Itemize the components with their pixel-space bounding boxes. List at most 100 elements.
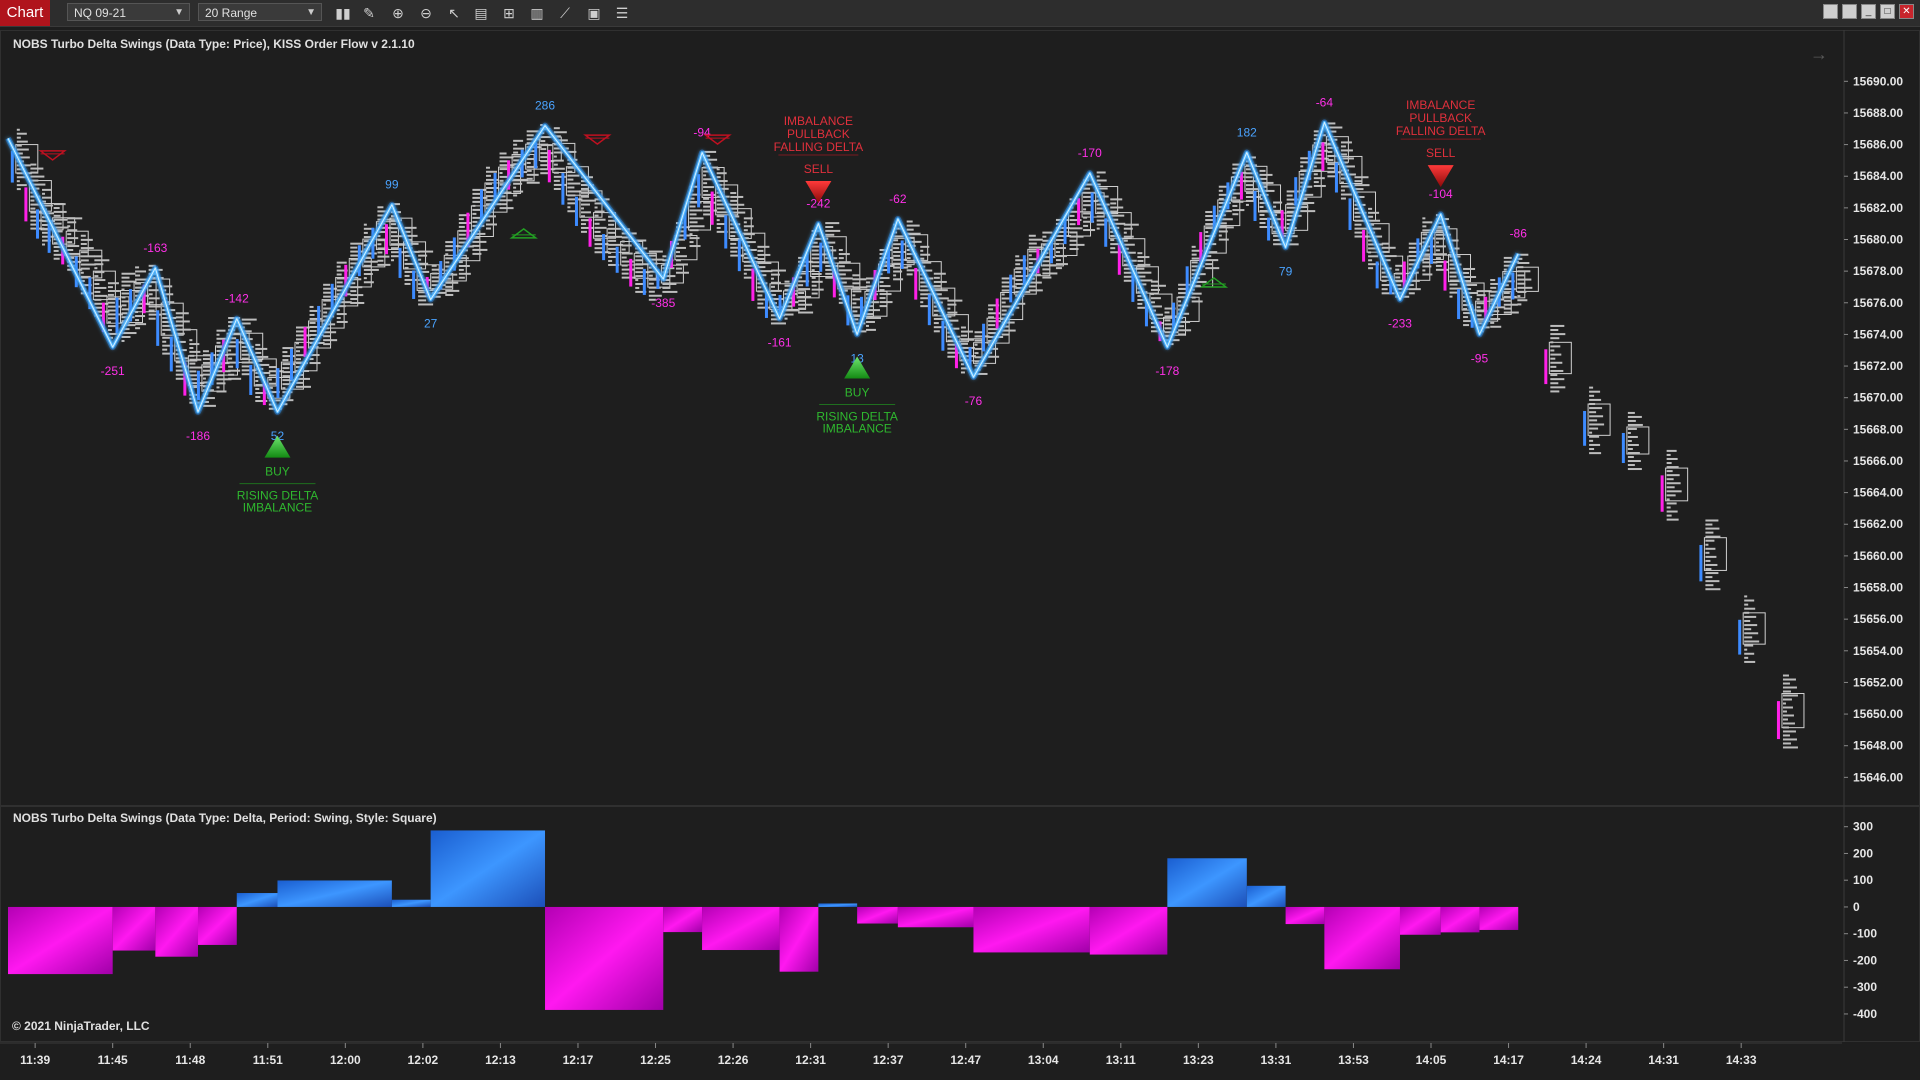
volume-level xyxy=(309,325,323,328)
volume-level xyxy=(608,215,614,218)
delta-side-bar xyxy=(1484,296,1488,323)
indicators-icon[interactable]: ⟋ xyxy=(560,5,570,21)
bar-type-select[interactable]: 20 Range ▼ xyxy=(198,3,322,21)
volume-level xyxy=(1705,588,1721,591)
volume-level xyxy=(947,311,958,314)
delta-side-bar xyxy=(914,267,918,300)
volume-level xyxy=(1015,286,1024,289)
volume-level xyxy=(42,188,52,191)
volume-level xyxy=(798,284,804,287)
volume-level xyxy=(906,228,914,231)
volume-level xyxy=(189,343,200,346)
volume-level xyxy=(1666,474,1680,477)
footprint-bar xyxy=(1511,253,1539,306)
volume-level xyxy=(16,184,27,187)
volume-level xyxy=(1340,193,1352,196)
volume-level xyxy=(1191,296,1196,299)
volume-level xyxy=(1782,686,1797,689)
volume-level xyxy=(1354,180,1363,183)
sell-label: SELL xyxy=(1426,146,1456,160)
tile2-icon[interactable] xyxy=(1842,4,1857,19)
volume-level xyxy=(107,282,119,285)
marker-triangle xyxy=(38,150,67,161)
volume-level xyxy=(648,294,662,297)
volume-level xyxy=(1517,274,1525,277)
swing-delta-label: -251 xyxy=(101,364,125,378)
volume-level xyxy=(906,240,922,243)
strategies-icon[interactable]: ▥ xyxy=(530,5,544,21)
volume-level xyxy=(499,195,506,198)
zoom-out-icon[interactable]: ⊖ xyxy=(420,5,432,21)
volume-level xyxy=(703,150,717,153)
volume-level xyxy=(418,299,427,302)
close-icon[interactable]: ✕ xyxy=(1899,4,1914,19)
volume-level xyxy=(67,252,81,255)
negative-delta-block xyxy=(1479,906,1519,930)
list-icon[interactable]: ☰ xyxy=(615,5,629,21)
sell-note-line: PULLBACK xyxy=(1409,111,1472,125)
volume-level xyxy=(1110,202,1117,205)
delta-side-bar xyxy=(1267,217,1271,241)
volume-level xyxy=(988,312,1001,315)
volume-level xyxy=(594,234,608,237)
volume-level xyxy=(1273,239,1281,242)
volume-level xyxy=(1110,222,1126,225)
data-box-icon[interactable]: ▤ xyxy=(474,5,488,21)
templates-icon[interactable]: ▣ xyxy=(587,5,601,21)
volume-level xyxy=(1110,206,1124,209)
properties-icon[interactable]: ⊞ xyxy=(503,5,515,21)
volume-level xyxy=(135,315,146,318)
volume-level xyxy=(1123,275,1139,278)
volume-level xyxy=(1589,448,1595,451)
volume-level xyxy=(1666,518,1679,521)
footprint-box xyxy=(1742,612,1766,645)
volume-level xyxy=(295,342,299,345)
pointer-icon[interactable]: ↖ xyxy=(448,5,460,21)
volume-level xyxy=(1627,427,1637,430)
volume-level xyxy=(825,222,840,225)
volume-level xyxy=(472,204,476,207)
volume-level xyxy=(1368,219,1381,222)
volume-level xyxy=(635,286,640,289)
volume-level xyxy=(472,192,481,195)
x-axis-label: 13:53 xyxy=(1338,1053,1369,1067)
volume-level xyxy=(906,248,910,251)
delta-side-bar xyxy=(697,174,701,208)
volume-level xyxy=(716,207,725,210)
minimize-icon[interactable]: _ xyxy=(1861,4,1876,19)
chart-tab[interactable]: Chart xyxy=(0,0,50,26)
volume-level xyxy=(838,248,843,251)
volume-level xyxy=(1123,279,1133,282)
volume-level xyxy=(553,183,567,186)
sell-note-line: FALLING DELTA xyxy=(774,140,864,154)
volume-level xyxy=(1150,305,1162,308)
volume-level xyxy=(947,299,963,302)
buy-arrow-icon xyxy=(844,356,871,379)
volume-level xyxy=(67,221,77,224)
volume-level xyxy=(404,254,414,257)
volume-level xyxy=(1191,261,1198,264)
maximize-icon[interactable]: □ xyxy=(1880,4,1895,19)
volume-level xyxy=(295,326,310,329)
pencil-icon[interactable]: ✎ xyxy=(363,5,375,21)
volume-level xyxy=(1354,223,1362,226)
volume-level xyxy=(268,378,272,381)
volume-level xyxy=(1550,341,1554,344)
tile-icon[interactable] xyxy=(1823,4,1838,19)
volume-level xyxy=(1517,270,1531,273)
delta-side-bar xyxy=(982,323,986,352)
volume-level xyxy=(135,282,142,285)
volume-level xyxy=(784,317,788,320)
instrument-select[interactable]: NQ 09-21 ▼ xyxy=(67,3,190,21)
price-panel[interactable] xyxy=(0,30,1920,806)
volume-level xyxy=(1096,207,1104,210)
swing-delta-label: -86 xyxy=(1510,227,1528,241)
volume-level xyxy=(675,246,686,249)
volume-level xyxy=(1463,320,1476,323)
delta-side-bar xyxy=(710,191,714,225)
zoom-in-icon[interactable]: ⊕ xyxy=(392,5,404,21)
volume-level xyxy=(757,245,770,248)
bars-icon[interactable]: ▮▮ xyxy=(335,5,351,21)
delta-side-bar xyxy=(317,305,321,338)
volume-level xyxy=(499,199,513,202)
